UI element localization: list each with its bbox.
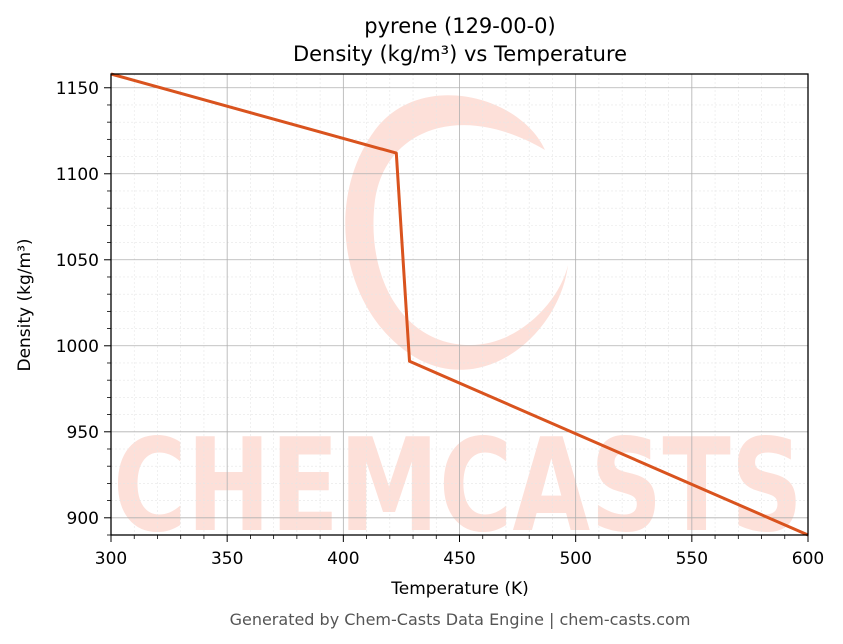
y-tick-label: 1150 [56, 79, 99, 99]
watermark: CHEMCASTS [113, 95, 803, 561]
axis-ticks [104, 87, 809, 542]
x-tick-label: 450 [443, 549, 475, 569]
y-tick-label: 1050 [56, 251, 99, 271]
y-tick-label: 1100 [56, 165, 99, 185]
chart-subtitle: Density (kg/m³) vs Temperature [293, 42, 627, 66]
density-series-line [110, 72, 809, 537]
plot-area [110, 72, 809, 537]
axis-tick-labels: 300 350 400 450 500 550 600 900 950 1000 1050 1100 1… [56, 79, 824, 569]
x-tick-label: 500 [559, 549, 591, 569]
x-tick-label: 350 [211, 549, 243, 569]
footer-credit: Generated by Chem-Casts Data Engine | ch… [230, 610, 691, 629]
y-axis-label: Density (kg/m³) [15, 238, 35, 371]
chart-title: pyrene (129-00-0) [364, 14, 555, 38]
watermark-text: CHEMCASTS [113, 412, 803, 561]
y-tick-label: 900 [67, 509, 99, 529]
x-tick-label: 600 [792, 549, 824, 569]
y-tick-label: 1000 [56, 337, 99, 357]
x-tick-label: 400 [327, 549, 359, 569]
x-tick-label: 550 [676, 549, 708, 569]
x-axis-label: Temperature (K) [390, 579, 529, 599]
x-tick-label: 300 [95, 549, 127, 569]
y-tick-label: 950 [67, 423, 99, 443]
